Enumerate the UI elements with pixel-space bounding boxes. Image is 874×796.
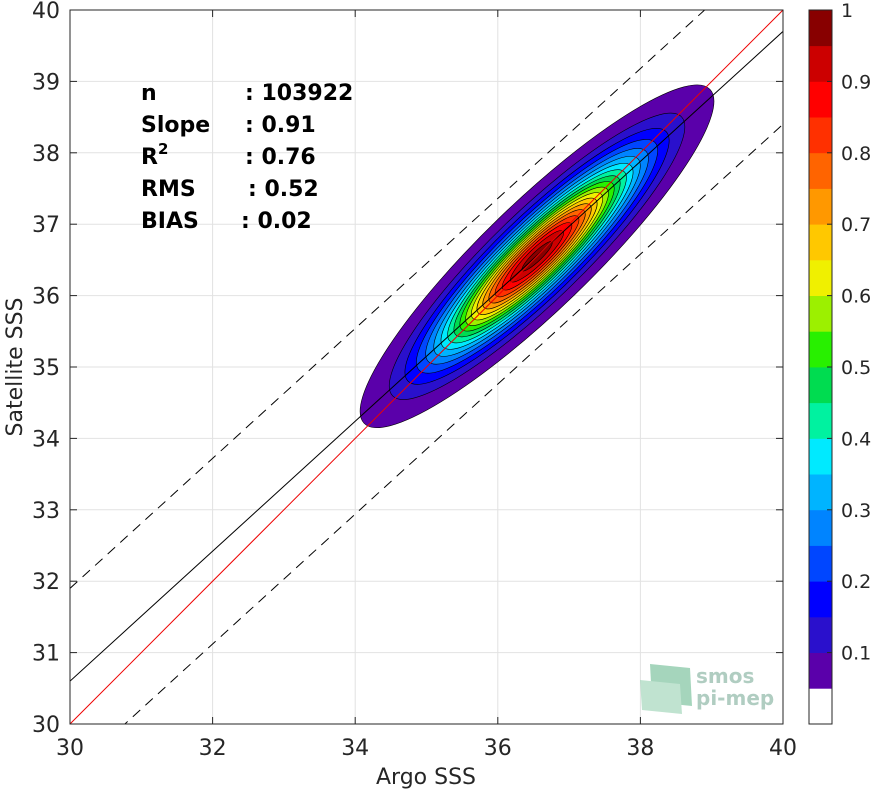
grid bbox=[69, 9, 784, 725]
stat-value: : 0.91 bbox=[245, 113, 316, 138]
colorbar-segment bbox=[809, 331, 832, 368]
colorbar-segment bbox=[809, 474, 832, 511]
watermark-line2: pi-mep bbox=[696, 686, 774, 710]
fit-line bbox=[70, 31, 783, 682]
colorbar-segment bbox=[809, 117, 832, 154]
colorbar-segment bbox=[809, 652, 832, 689]
stat-label-superscript: 2 bbox=[158, 140, 168, 158]
stat-value: : 0.02 bbox=[241, 209, 312, 234]
x-axis-label: Argo SSS bbox=[376, 765, 476, 790]
x-tick-label: 32 bbox=[199, 736, 227, 761]
lower-bound-dashed-line bbox=[124, 123, 783, 724]
stat-value: : 0.76 bbox=[245, 145, 316, 170]
y-tick-label: 34 bbox=[32, 427, 60, 452]
stat-label: Slope bbox=[141, 113, 210, 138]
colorbar-segment bbox=[809, 438, 832, 475]
colorbar-tick-label: 0.3 bbox=[841, 500, 871, 522]
colorbar-segment bbox=[809, 509, 832, 546]
y-tick-label: 32 bbox=[32, 570, 60, 595]
y-axis-label: Satellite SSS bbox=[3, 298, 28, 437]
colorbar-segment bbox=[809, 152, 832, 189]
watermark-logo: smos pi-mep bbox=[640, 664, 774, 714]
colorbar-segment bbox=[809, 545, 832, 582]
stat-label: BIAS bbox=[141, 209, 199, 234]
stat-value: : 103922 bbox=[245, 81, 353, 106]
colorbar-segment bbox=[809, 367, 832, 404]
colorbar-segment bbox=[809, 188, 832, 225]
colorbar-segment bbox=[809, 616, 832, 653]
colorbar-segment bbox=[809, 402, 832, 439]
colorbar-segment bbox=[809, 259, 832, 296]
colorbar-segment bbox=[809, 688, 832, 725]
reference-lines bbox=[70, 10, 783, 724]
x-tick-label: 40 bbox=[769, 736, 797, 761]
colorbar-segment bbox=[809, 10, 832, 47]
colorbar-segment bbox=[809, 581, 832, 618]
y-tick-label: 40 bbox=[32, 0, 60, 24]
watermark-line1: smos bbox=[696, 664, 754, 688]
colorbar-tick-label: 0.4 bbox=[841, 428, 871, 450]
logo-wave-back-icon bbox=[640, 680, 682, 714]
x-tick-label: 36 bbox=[484, 736, 512, 761]
y-tick-label: 39 bbox=[32, 70, 60, 95]
colorbar-segment bbox=[809, 81, 832, 118]
x-tick-label: 34 bbox=[341, 736, 369, 761]
y-tick-label: 35 bbox=[32, 356, 60, 381]
colorbar-tick-label: 0.8 bbox=[841, 143, 871, 165]
colorbar-tick-label: 0.2 bbox=[841, 571, 871, 593]
x-tick-label: 38 bbox=[626, 736, 654, 761]
colorbar-segment bbox=[809, 295, 832, 332]
colorbar-tick-label: 0.9 bbox=[841, 71, 871, 93]
stat-value: : 0.52 bbox=[248, 177, 319, 202]
y-tick-label: 36 bbox=[32, 285, 60, 310]
x-tick-label: 30 bbox=[56, 736, 84, 761]
y-tick-label: 30 bbox=[32, 713, 60, 738]
colorbar-segment bbox=[809, 45, 832, 82]
y-tick-label: 33 bbox=[32, 499, 60, 524]
colorbar-tick-label: 0.6 bbox=[841, 286, 871, 308]
colorbar-segment bbox=[809, 224, 832, 261]
y-tick-label: 31 bbox=[32, 642, 60, 667]
colorbar-tick-label: 0.5 bbox=[841, 357, 871, 379]
axis-ticks: 30 32 34 36 38 40 30 31 32 33 34 35 36 37 38 39 40 bbox=[32, 0, 797, 761]
colorbar-tick-label: 0.1 bbox=[841, 643, 871, 665]
y-tick-label: 37 bbox=[32, 213, 60, 238]
upper-bound-dashed-line bbox=[70, 10, 706, 589]
stat-label: RMS bbox=[141, 177, 196, 202]
y-tick-label: 38 bbox=[32, 142, 60, 167]
colorbar-tick-label: 0.7 bbox=[841, 214, 871, 236]
colorbar: 0.1 0.2 0.3 0.4 0.5 0.6 0.7 0.8 0.9 1 bbox=[808, 0, 871, 725]
stat-label: n bbox=[141, 81, 157, 106]
colorbar-tick-label: 1 bbox=[841, 0, 853, 22]
identity-line bbox=[70, 10, 783, 724]
